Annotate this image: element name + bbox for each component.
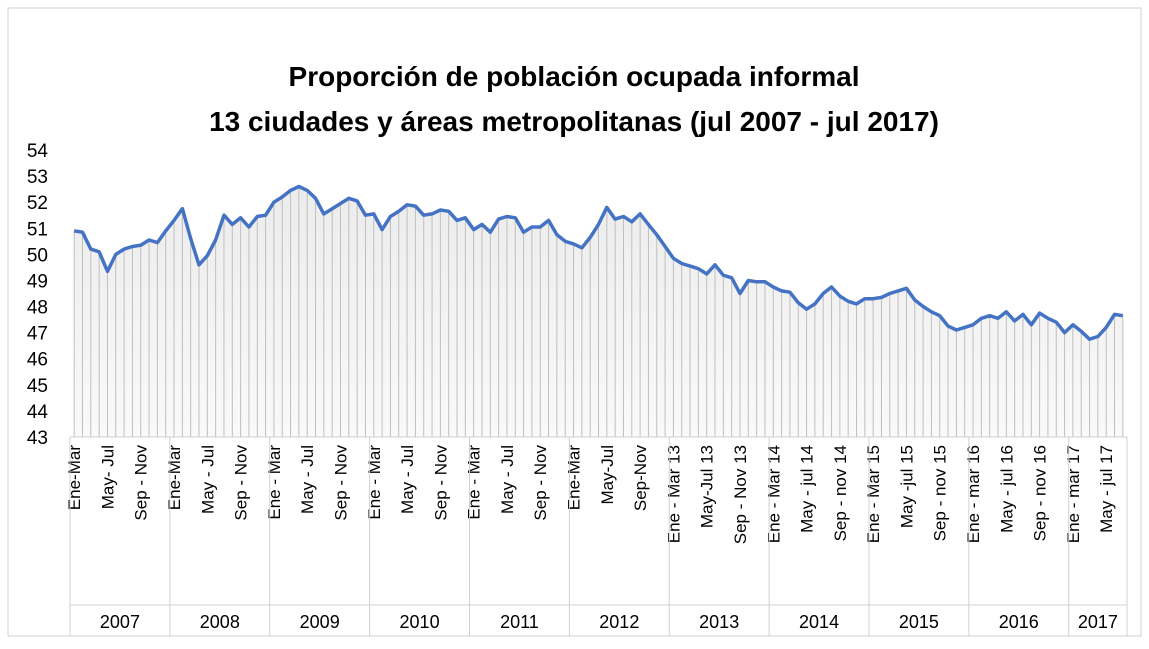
chart-title: Proporción de población ocupada informal [289, 61, 860, 92]
x-tick-label: Sep - nov 16 [1031, 445, 1050, 541]
y-tick-label: 49 [27, 271, 48, 292]
x-tick-label: Sep-Nov [631, 445, 650, 512]
y-tick-label: 52 [27, 193, 48, 214]
year-label: 2014 [799, 612, 839, 632]
x-tick-label: Ene - Mar [365, 445, 384, 520]
chart-subtitle: 13 ciudades y áreas metropolitanas (jul … [209, 106, 939, 137]
y-tick-label: 54 [27, 141, 49, 162]
x-tick-label: Sep - Nov [531, 445, 550, 521]
y-tick-label: 53 [27, 167, 48, 188]
y-tick-label: 46 [27, 350, 48, 371]
x-tick-label: May- Jul [98, 445, 117, 509]
year-label: 2011 [500, 612, 539, 632]
x-tick-label: May - Jul [298, 445, 317, 514]
year-label: 2017 [1078, 612, 1118, 632]
x-tick-label: Sep - Nov [431, 445, 450, 521]
line [73, 184, 1124, 341]
x-tick-label: Sep - Nov 13 [731, 445, 750, 544]
x-tick-label: Sep - nov 14 [831, 445, 850, 541]
x-tick-label: Ene-Mar [65, 445, 84, 511]
x-tick-label: Ene - mar 17 [1064, 445, 1083, 543]
x-tick-label: Sep - nov 15 [931, 445, 950, 541]
x-tick-label: Sep - Nov [331, 445, 350, 521]
x-tick-label: May - Jul [198, 445, 217, 514]
x-tick-label: Ene - Mar 13 [664, 445, 683, 543]
y-tick-label: 47 [27, 324, 48, 345]
x-tick-label: Ene - Mar 14 [764, 445, 783, 543]
x-tick-label: Ene - Mar [465, 445, 484, 520]
year-label: 2009 [300, 612, 340, 632]
x-tick-label: Sep - Nov [232, 445, 251, 521]
x-tick-label: Sep - Nov [132, 445, 151, 521]
x-tick-label: May-Jul 13 [698, 445, 717, 528]
year-label: 2008 [200, 612, 240, 632]
y-tick-label: 48 [27, 298, 48, 319]
y-tick-label: 50 [27, 245, 48, 266]
year-label: 2015 [899, 612, 939, 632]
y-tick-label: 45 [27, 376, 48, 397]
x-tick-label: May -jul 15 [897, 445, 916, 528]
x-tick-label: Ene-Mar [165, 445, 184, 511]
year-label: 2016 [999, 612, 1039, 632]
x-tick-label: May-Jul [598, 445, 617, 505]
year-label: 2007 [100, 612, 140, 632]
x-tick-label: Ene - mar 16 [964, 445, 983, 543]
x-tick-label: Ene - Mar 15 [864, 445, 883, 543]
year-label: 2012 [599, 612, 639, 632]
x-tick-label: May - jul 16 [997, 445, 1016, 533]
x-tick-label: May - Jul [498, 445, 517, 514]
y-tick-label: 51 [27, 219, 48, 240]
x-tick-label: May - jul 17 [1097, 445, 1116, 533]
year-label: 2013 [699, 612, 739, 632]
x-tick-label: Ene - Mar [265, 445, 284, 520]
x-tick-label: May - jul 14 [798, 445, 817, 533]
y-tick-label: 43 [27, 428, 48, 449]
year-label: 2010 [400, 612, 440, 632]
y-tick-label: 44 [27, 402, 49, 423]
x-tick-label: Ene-Mar [565, 445, 584, 511]
x-tick-label: May - Jul [398, 445, 417, 514]
